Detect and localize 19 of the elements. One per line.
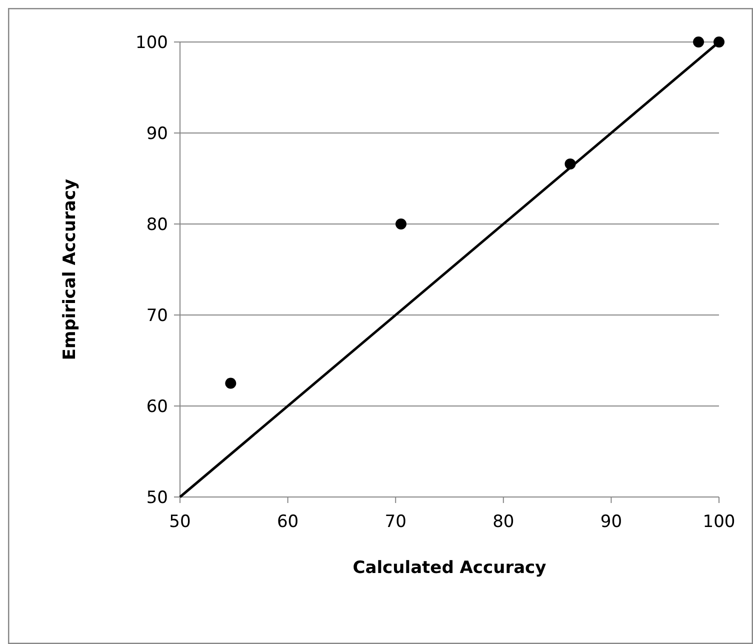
point bbox=[714, 36, 724, 48]
y-tick-label: 100 bbox=[136, 32, 168, 53]
x-tick-label: 70 bbox=[384, 512, 406, 532]
y-tick-label: 70 bbox=[146, 306, 168, 326]
y-axis-title: Empirical Accuracy bbox=[60, 178, 80, 360]
y-tick-label: 90 bbox=[146, 124, 168, 144]
x-axis-title: Calculated Accuracy bbox=[352, 558, 546, 578]
y-tick-label: 60 bbox=[146, 396, 168, 417]
x-tick-label: 100 bbox=[702, 512, 736, 532]
point bbox=[693, 36, 704, 48]
y-tick-label: 50 bbox=[146, 488, 168, 508]
point bbox=[564, 158, 576, 170]
point bbox=[395, 218, 406, 230]
y-tick-label: 80 bbox=[146, 214, 168, 235]
x-tick-label: 60 bbox=[276, 512, 299, 532]
x-tick-label: 50 bbox=[169, 512, 191, 532]
x-tick-label: 90 bbox=[600, 512, 622, 532]
x-tick-label: 80 bbox=[492, 512, 514, 532]
point bbox=[225, 378, 236, 389]
